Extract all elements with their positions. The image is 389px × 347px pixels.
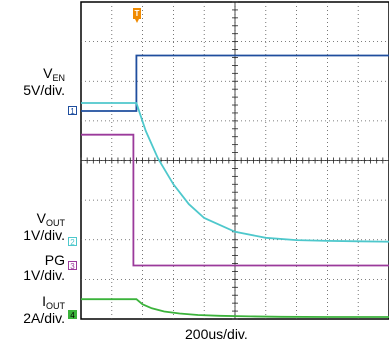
channel-4-name-sub: OUT	[46, 301, 65, 311]
channel-4-name: I	[42, 293, 46, 309]
channel-4-scale: 2A/div.	[23, 310, 65, 326]
channel-3-label: PG 1V/div.	[2, 253, 65, 283]
trace-channel-3	[81, 133, 389, 267]
channel-4-label: IOUT 2A/div.	[2, 294, 65, 326]
channel-3-name: PG	[44, 252, 65, 268]
channel-2-scale: 1V/div.	[23, 227, 65, 243]
trigger-marker: T	[133, 8, 141, 23]
trace-channel-1	[81, 54, 389, 112]
channel-1-name: V	[43, 65, 53, 81]
channel-1-marker: 1	[68, 106, 77, 116]
channel-1-name-sub: EN	[52, 73, 65, 83]
channel-2-label: VOUT 1V/div.	[2, 211, 65, 243]
channel-1-label: VEN 5V/div.	[20, 66, 65, 98]
traces	[81, 54, 389, 318]
channel-2-name: V	[36, 210, 46, 226]
trace-channel-2	[81, 102, 389, 243]
channel-3-marker: 3	[68, 261, 77, 271]
channel-1-scale: 5V/div.	[23, 82, 65, 98]
channel-2-name-sub: OUT	[46, 218, 65, 228]
channel-2-marker: 2	[68, 237, 77, 247]
channel-4-marker: 4	[68, 310, 77, 320]
channel-3-scale: 1V/div.	[23, 267, 65, 283]
trace-channel-4	[81, 298, 389, 318]
x-axis-label: 200us/div.	[185, 326, 248, 342]
